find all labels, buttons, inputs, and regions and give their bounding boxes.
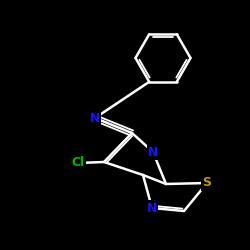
- Text: N: N: [147, 202, 157, 214]
- Text: S: S: [202, 176, 211, 190]
- Text: Cl: Cl: [72, 156, 85, 170]
- Text: N: N: [90, 112, 100, 124]
- Text: N: N: [148, 146, 158, 158]
